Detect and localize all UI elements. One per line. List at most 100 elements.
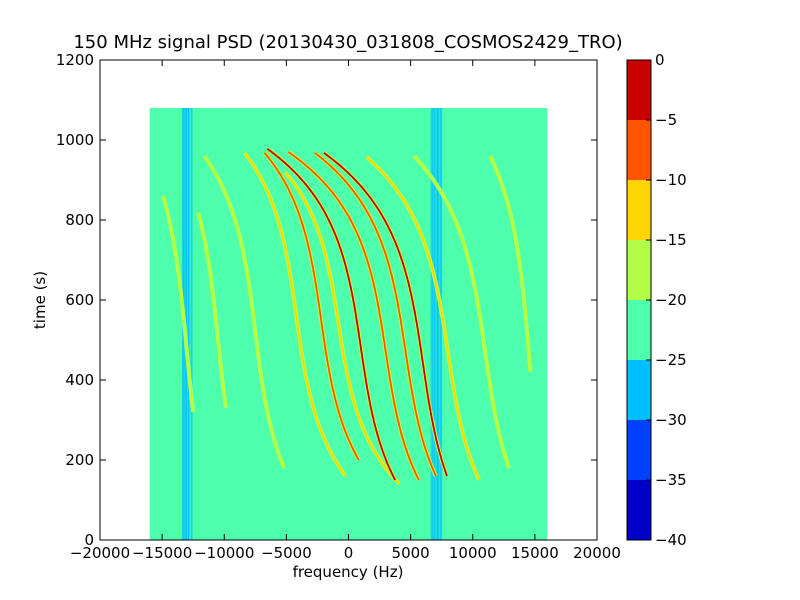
x-tick-label: −10000 — [194, 544, 254, 562]
noise-streak — [435, 108, 437, 540]
noise-streak — [432, 108, 434, 540]
noise-streak — [439, 108, 441, 540]
doppler-trace — [413, 155, 510, 469]
noise-streak — [194, 108, 196, 540]
colorbar-segment — [627, 180, 651, 240]
colorbar-segment — [627, 420, 651, 480]
noise-streak — [204, 108, 206, 540]
noise-streak — [434, 108, 436, 540]
noise-streak — [437, 108, 439, 540]
doppler-trace — [243, 152, 347, 477]
noise-streak — [430, 108, 432, 540]
noise-streak — [438, 108, 440, 540]
colorbar: 0 −5 −10 −15 −20 −25 −30 −35 −40 — [626, 51, 687, 549]
doppler-trace — [263, 152, 360, 461]
y-axis: 0 200 400 600 800 1000 1200 — [56, 51, 597, 549]
noise-streak — [428, 108, 430, 540]
x-tick-label: 20000 — [573, 544, 621, 562]
noise-streak — [411, 108, 413, 540]
y-tick-label: 200 — [65, 451, 94, 469]
noise-streak — [189, 108, 191, 540]
noise-streak — [418, 108, 420, 540]
noise-streak — [186, 108, 187, 540]
noise-streak — [440, 108, 442, 540]
noise-streak — [411, 108, 413, 540]
colorbar-tick-label: −15 — [655, 231, 687, 249]
noise-streak — [427, 108, 429, 540]
colorbar-tick-label: −5 — [655, 111, 677, 129]
noise-streak — [410, 108, 412, 540]
y-axis-label: time (s) — [31, 271, 49, 329]
noise-streak — [427, 108, 429, 540]
noise-streak — [204, 108, 206, 540]
x-tick-label: 5000 — [392, 544, 430, 562]
y-tick-label: 800 — [65, 211, 94, 229]
noise-streak — [195, 108, 197, 540]
noise-streak — [426, 108, 427, 540]
noise-streak — [209, 108, 211, 540]
x-tick-label: −15000 — [132, 544, 192, 562]
noise-streak — [424, 108, 426, 540]
doppler-trace — [162, 195, 194, 413]
noise-streak — [187, 108, 189, 540]
doppler-trace — [287, 151, 420, 481]
colorbar-tick-label: −35 — [655, 471, 687, 489]
chart-title: 150 MHz signal PSD (20130430_031808_COSM… — [73, 32, 622, 53]
y-tick-label: 1200 — [56, 51, 94, 69]
noise-streak — [433, 108, 435, 540]
noise-streak — [191, 108, 193, 540]
colorbar-segment — [627, 120, 651, 180]
noise-streak — [199, 108, 201, 540]
colorbar-segment — [627, 60, 651, 120]
colorbar-segment — [627, 360, 651, 420]
noise-streak — [413, 108, 414, 540]
noise-streak — [210, 108, 212, 540]
colorbar-segment — [627, 240, 651, 300]
y-tick-label: 400 — [65, 371, 94, 389]
noise-streak — [211, 108, 213, 540]
x-axis: −20000 −15000 −10000 −5000 0 5000 10000 15000 20… — [70, 60, 621, 562]
noise-streak — [422, 108, 424, 540]
y-tick-label: 600 — [65, 291, 94, 309]
noise-streak — [431, 108, 432, 540]
x-tick-label: −5000 — [261, 544, 312, 562]
colorbar-segment — [627, 480, 651, 540]
x-tick-label: 0 — [344, 544, 354, 562]
doppler-trace — [203, 155, 285, 469]
noise-streak — [193, 108, 195, 540]
noise-streak — [421, 108, 423, 540]
noise-streak — [191, 108, 192, 540]
doppler-trace — [489, 155, 532, 373]
x-axis-label: frequency (Hz) — [293, 563, 404, 581]
noise-streak — [420, 108, 422, 540]
noise-streak — [197, 108, 199, 540]
noise-streak — [436, 108, 438, 540]
doppler-trace — [197, 212, 227, 409]
x-tick-label: −20000 — [70, 544, 130, 562]
noise-streak — [200, 108, 202, 540]
colorbar-tick-label: 0 — [655, 51, 665, 69]
noise-streak — [186, 108, 188, 540]
colorbar-tick-label: −10 — [655, 171, 687, 189]
noise-streak — [201, 108, 203, 540]
colorbar-tick-label: −30 — [655, 411, 687, 429]
doppler-trace — [323, 152, 448, 477]
colorbar-tick-label: −40 — [655, 531, 687, 549]
noise-streak — [210, 108, 212, 540]
noise-streak — [208, 108, 210, 540]
spectrogram — [149, 108, 548, 540]
x-tick-label: 10000 — [449, 544, 497, 562]
doppler-trace — [365, 156, 480, 481]
doppler-trace — [266, 148, 396, 481]
x-tick-label: 15000 — [511, 544, 559, 562]
colorbar-tick-label: −20 — [655, 291, 687, 309]
doppler-trace — [284, 171, 400, 485]
noise-streak — [199, 108, 200, 540]
y-tick-label: 0 — [84, 531, 94, 549]
noise-streak — [195, 108, 197, 540]
noise-streak — [425, 108, 426, 540]
colorbar-segment — [627, 300, 651, 360]
y-tick-label: 1000 — [56, 131, 94, 149]
colorbar-tick-label: −25 — [655, 351, 687, 369]
